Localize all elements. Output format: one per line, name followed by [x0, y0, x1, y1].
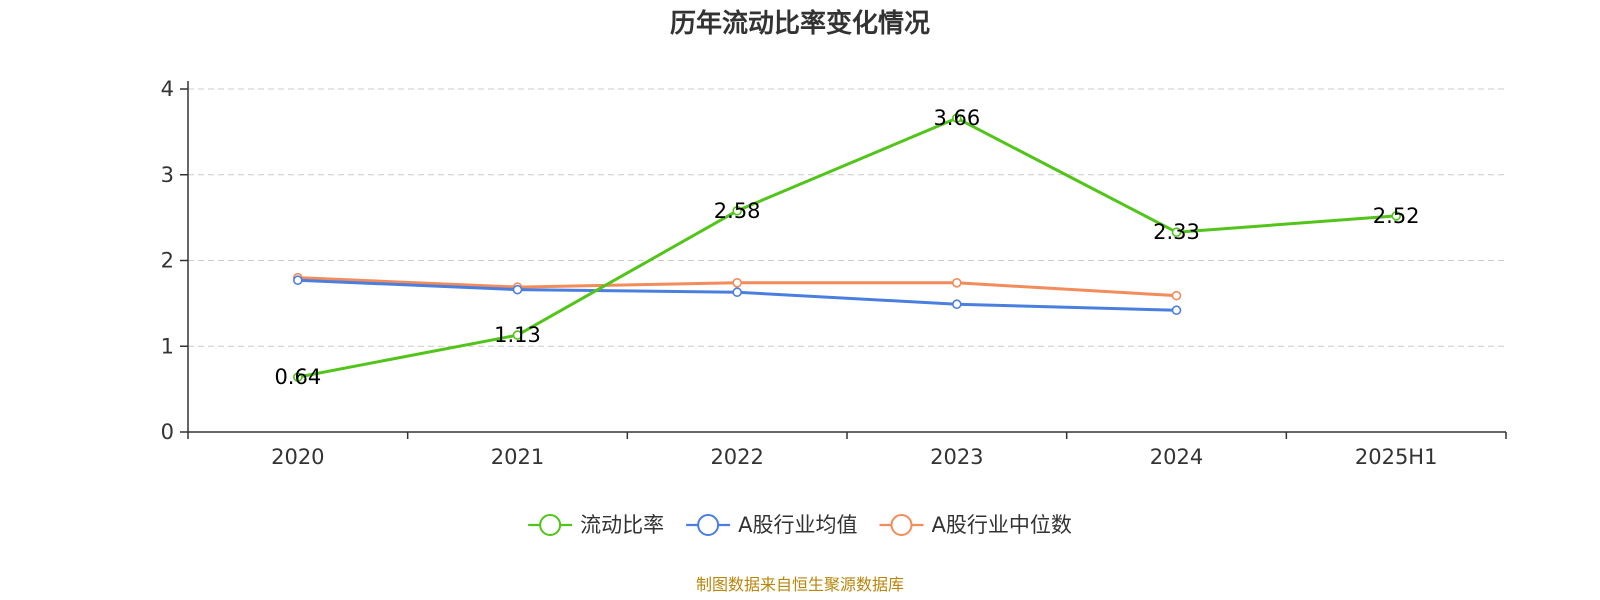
data-point [952, 113, 962, 123]
x-tick-label: 2024 [1150, 445, 1203, 469]
legend-label: A股行业中位数 [932, 513, 1072, 537]
chart-title: 历年流动比率变化情况 [670, 8, 930, 39]
axes: 0 1 2 3 4 2020 2021 2022 2023 2024 2025H1 [161, 77, 1507, 469]
data-point [732, 277, 742, 288]
legend-marker-icon [697, 514, 720, 536]
y-tick-label: 4 [161, 77, 174, 101]
data-labels: 0.64 1.13 2.58 3.66 2.33 2.52 [274, 106, 1419, 389]
grid-lines [188, 88, 1506, 347]
data-label: 2.52 [1373, 204, 1420, 228]
x-tick-label: 2025H1 [1355, 445, 1438, 469]
data-point [293, 372, 303, 382]
x-tick-label: 2022 [710, 445, 763, 469]
legend-marker-icon [539, 514, 562, 536]
data-point [1391, 211, 1401, 221]
y-tick-label: 1 [161, 334, 174, 358]
data-point [1171, 305, 1182, 316]
data-point [732, 287, 742, 298]
y-tick-label: 2 [161, 249, 174, 273]
x-tick-label: 2021 [491, 445, 544, 469]
data-point [732, 205, 742, 216]
x-tick-label: 2023 [930, 445, 983, 469]
series-group [293, 113, 1401, 382]
y-tick-label: 3 [161, 163, 174, 187]
legend-item[interactable]: A股行业均值 [686, 513, 858, 537]
x-tick-label: 2020 [271, 445, 324, 469]
data-point [293, 275, 303, 286]
legend-label: 流动比率 [580, 513, 664, 537]
data-label: 0.64 [274, 365, 321, 389]
data-label: 3.66 [933, 106, 980, 130]
data-point [952, 277, 962, 288]
data-point [952, 299, 962, 310]
data-point [1171, 227, 1182, 238]
data-label: 1.13 [494, 323, 541, 347]
source-note: 制图数据来自恒生聚源数据库 [696, 575, 904, 594]
data-point [1171, 290, 1182, 301]
data-label: 2.58 [714, 199, 761, 223]
legend-label: A股行业均值 [738, 513, 857, 537]
data-point [512, 330, 523, 340]
data-label: 2.33 [1153, 220, 1200, 244]
data-point [512, 284, 523, 295]
legend[interactable]: 流动比率 A股行业均值 A股行业中位数 [528, 513, 1072, 537]
series-line-0 [297, 116, 1397, 379]
legend-item[interactable]: 流动比率 [528, 513, 664, 537]
legend-item[interactable]: A股行业中位数 [879, 513, 1072, 537]
y-tick-label: 0 [161, 420, 174, 444]
legend-marker-icon [890, 514, 913, 536]
